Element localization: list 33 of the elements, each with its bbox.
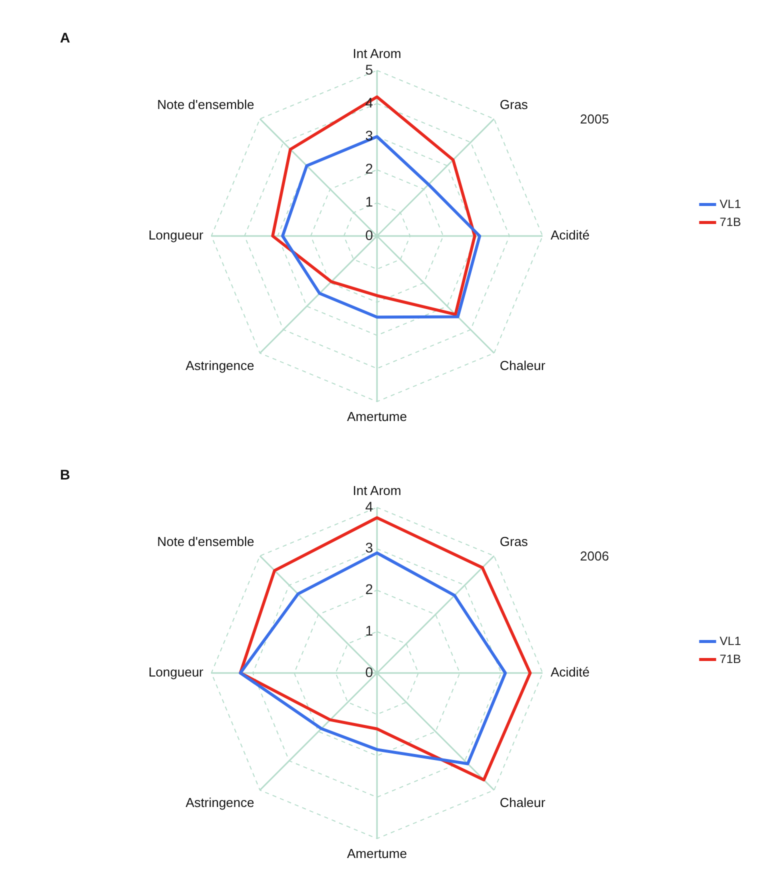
spoke-label: Chaleur [500,358,546,374]
spoke-label: Gras [500,97,528,112]
spoke-label: Amertume [347,408,407,424]
chart-title: B [60,466,70,482]
spoke-label: Note d'ensemble [157,97,254,112]
y-tick-label: 3 [365,540,374,556]
spoke-label: Note d'ensemble [157,534,254,550]
spoke-label: Longueur [148,664,204,680]
y-tick-label: 0 [365,226,374,243]
text: 2006 [580,548,609,564]
y-tick-label: 4 [365,498,374,514]
spoke-label: Astringence [186,795,254,810]
spoke-label: Int Arom [352,46,402,62]
y-tick-label: 1 [365,622,374,638]
spoke-label: Gras [500,534,528,550]
spoke-label: Astringence [186,358,254,374]
text: 2005 [580,112,609,127]
y-tick-label: 1 [365,194,374,210]
legend-label: VL1 [720,196,742,211]
spoke-label: Longueur [148,228,204,243]
spoke-label: Int Arom [352,483,402,498]
legend-label: 71B [720,214,742,229]
legend-label: 71B [720,652,742,666]
spoke-label: Acidité [550,228,590,243]
y-tick-label: 5 [365,61,374,78]
y-tick-label: 2 [365,581,374,598]
spoke-label: Chaleur [500,795,546,810]
spoke-label: Amertume [347,846,407,861]
y-tick-label: 2 [365,160,374,177]
legend-label: VL1 [720,634,742,648]
y-tick-label: 0 [365,664,374,680]
spoke-label: Acidité [550,664,590,680]
chart-title: A [60,29,70,46]
